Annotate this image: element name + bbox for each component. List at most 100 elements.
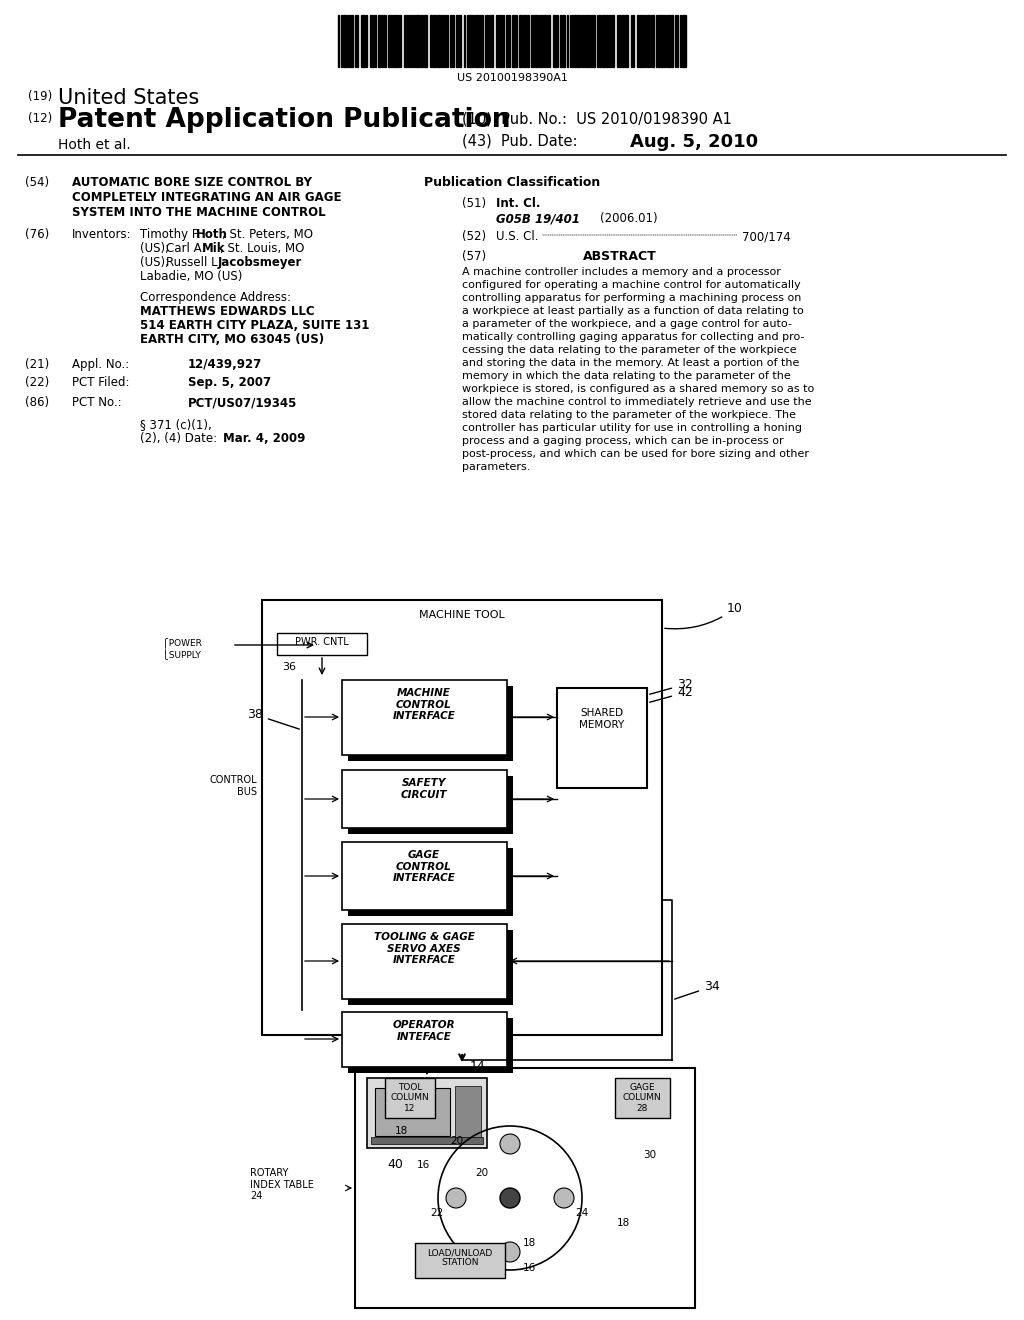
Bar <box>612 15 614 67</box>
Bar <box>519 15 521 67</box>
Text: US 20100198390A1: US 20100198390A1 <box>457 73 567 83</box>
Text: G05B 19/401: G05B 19/401 <box>496 213 580 224</box>
Text: COMPLETELY INTEGRATING AN AIR GAGE: COMPLETELY INTEGRATING AN AIR GAGE <box>72 191 341 205</box>
Bar <box>395 15 397 67</box>
Bar <box>535 15 537 67</box>
Circle shape <box>500 1242 520 1262</box>
Text: post-process, and which can be used for bore sizing and other: post-process, and which can be used for … <box>462 449 809 459</box>
Text: (52): (52) <box>462 230 486 243</box>
Bar <box>490 15 493 67</box>
Text: controller has particular utility for use in controlling a honing: controller has particular utility for us… <box>462 422 802 433</box>
Bar <box>506 15 508 67</box>
Text: EARTH CITY, MO 63045 (US): EARTH CITY, MO 63045 (US) <box>140 333 325 346</box>
Text: Publication Classification: Publication Classification <box>424 176 600 189</box>
Text: United States: United States <box>58 88 200 108</box>
Text: CONTROL: CONTROL <box>209 775 257 785</box>
Text: PWR. CNTL: PWR. CNTL <box>295 638 349 647</box>
Bar <box>348 776 513 834</box>
Bar <box>378 15 380 67</box>
Text: cessing the data relating to the parameter of the workpiece: cessing the data relating to the paramet… <box>462 345 797 355</box>
Bar <box>618 15 621 67</box>
Bar <box>574 15 575 67</box>
Bar <box>385 1078 435 1118</box>
Text: (76): (76) <box>25 228 49 242</box>
Text: ABSTRACT: ABSTRACT <box>583 249 656 263</box>
Text: 24: 24 <box>575 1208 588 1218</box>
Bar <box>544 15 546 67</box>
Text: a parameter of the workpiece, and a gage control for auto-: a parameter of the workpiece, and a gage… <box>462 319 792 329</box>
Text: (19): (19) <box>28 90 52 103</box>
Bar <box>671 15 673 67</box>
Bar <box>351 15 353 67</box>
Bar <box>388 15 390 67</box>
Text: BUS: BUS <box>237 787 257 797</box>
Text: Patent Application Publication: Patent Application Publication <box>58 107 511 133</box>
Text: PCT No.:: PCT No.: <box>72 396 122 409</box>
Text: § 371 (c)(1),: § 371 (c)(1), <box>140 418 212 432</box>
Bar <box>560 15 562 67</box>
Bar <box>658 15 660 67</box>
Text: (57): (57) <box>462 249 486 263</box>
Bar <box>367 1078 487 1148</box>
Text: 30: 30 <box>643 1150 656 1160</box>
Text: Hoth: Hoth <box>196 228 228 242</box>
Text: TOOLING & GAGE
SERVO AXES
INTERFACE: TOOLING & GAGE SERVO AXES INTERFACE <box>374 932 474 965</box>
Text: ⎩SUPPLY: ⎩SUPPLY <box>162 649 201 660</box>
Bar <box>342 1012 507 1067</box>
Circle shape <box>500 1188 520 1208</box>
Bar <box>438 15 440 67</box>
Text: (43)  Pub. Date:: (43) Pub. Date: <box>462 133 578 148</box>
Text: configured for operating a machine control for automatically: configured for operating a machine contr… <box>462 280 801 290</box>
Text: TOOL
COLUMN
12: TOOL COLUMN 12 <box>390 1082 429 1113</box>
Text: 20: 20 <box>450 1137 463 1146</box>
Bar <box>469 15 471 67</box>
Circle shape <box>500 1134 520 1154</box>
Bar <box>348 847 513 916</box>
Text: (54): (54) <box>25 176 49 189</box>
Bar <box>563 15 565 67</box>
Text: Jacobsmeyer: Jacobsmeyer <box>218 256 302 269</box>
Text: Labadie, MO (US): Labadie, MO (US) <box>140 271 243 282</box>
Bar <box>481 15 483 67</box>
Bar <box>342 924 507 999</box>
Text: Mik: Mik <box>202 242 225 255</box>
Bar <box>625 15 628 67</box>
Bar <box>527 15 529 67</box>
Text: allow the machine control to immediately retrieve and use the: allow the machine control to immediately… <box>462 397 812 407</box>
Text: (10)  Pub. No.:  US 2010/0198390 A1: (10) Pub. No.: US 2010/0198390 A1 <box>462 112 732 127</box>
Bar <box>362 15 365 67</box>
Text: Timothy P.: Timothy P. <box>140 228 205 242</box>
Text: parameters.: parameters. <box>462 462 530 473</box>
Text: ROTARY
INDEX TABLE
24: ROTARY INDEX TABLE 24 <box>250 1168 314 1201</box>
Text: 18: 18 <box>395 1126 409 1137</box>
Text: LOAD/UNLOAD
STATION: LOAD/UNLOAD STATION <box>427 1247 493 1267</box>
Bar <box>343 15 346 67</box>
Text: A machine controller includes a memory and a processor: A machine controller includes a memory a… <box>462 267 781 277</box>
Bar <box>430 15 432 67</box>
Bar <box>662 15 663 67</box>
Text: workpiece is stored, is configured as a shared memory so as to: workpiece is stored, is configured as a … <box>462 384 814 393</box>
Text: SHARED
MEMORY: SHARED MEMORY <box>580 708 625 730</box>
Bar <box>371 1137 483 1144</box>
Bar <box>348 931 513 1005</box>
Bar <box>348 686 513 762</box>
Text: Int. Cl.: Int. Cl. <box>496 197 541 210</box>
Text: Correspondence Address:: Correspondence Address: <box>140 290 291 304</box>
Text: GAGE
COLUMN
28: GAGE COLUMN 28 <box>623 1082 662 1113</box>
Text: PCT/US07/19345: PCT/US07/19345 <box>188 396 297 409</box>
Text: and storing the data in the memory. At least a portion of the: and storing the data in the memory. At l… <box>462 358 800 368</box>
Bar <box>455 1086 481 1140</box>
Bar <box>416 15 419 67</box>
Text: (US);: (US); <box>140 242 173 255</box>
Text: PCT Filed:: PCT Filed: <box>72 376 129 389</box>
Text: (2), (4) Date:: (2), (4) Date: <box>140 432 217 445</box>
Text: (2006.01): (2006.01) <box>600 213 657 224</box>
Bar <box>637 15 639 67</box>
Text: (86): (86) <box>25 396 49 409</box>
Bar <box>606 15 608 67</box>
Text: 32: 32 <box>649 678 693 694</box>
Text: 12/439,927: 12/439,927 <box>188 358 262 371</box>
Text: (US);: (US); <box>140 256 173 269</box>
Text: controlling apparatus for performing a machining process on: controlling apparatus for performing a m… <box>462 293 802 304</box>
Bar <box>524 15 526 67</box>
